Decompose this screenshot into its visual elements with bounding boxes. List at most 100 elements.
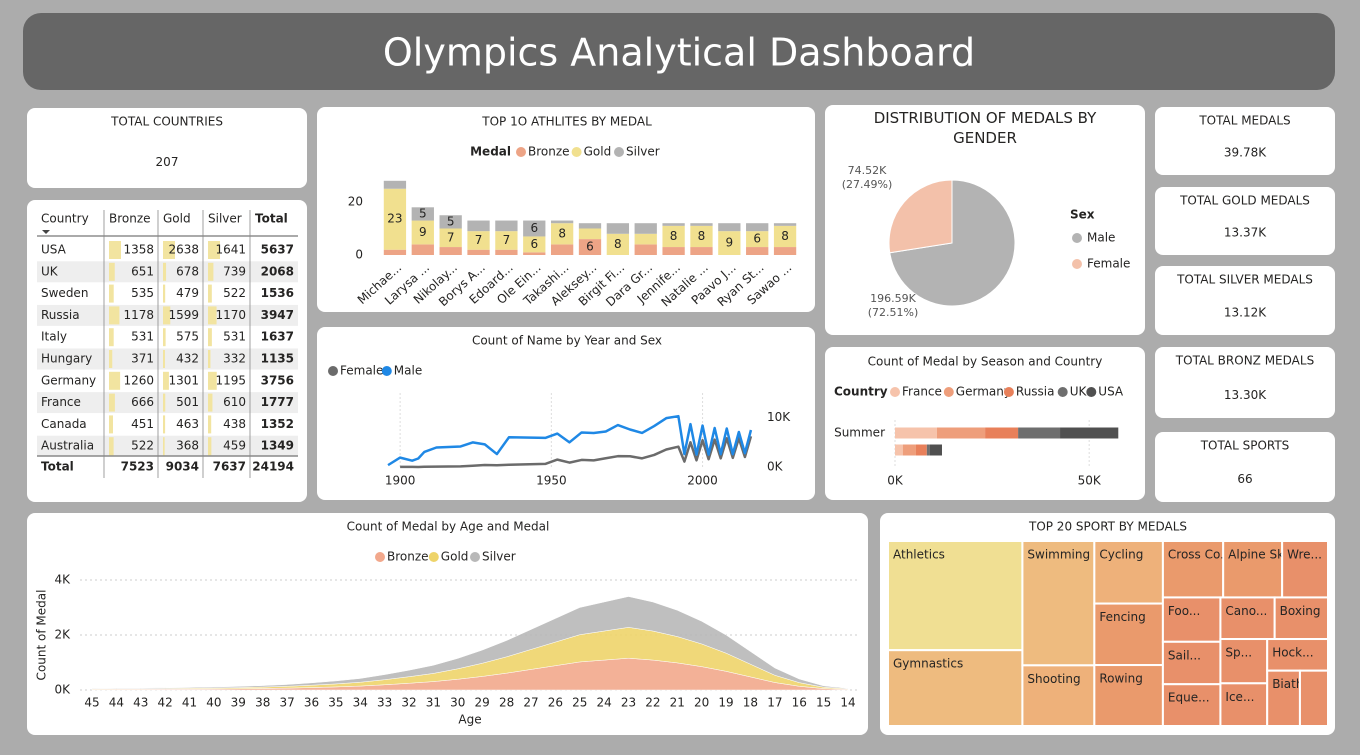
tile [1161,683,1222,727]
legend-marker [1072,259,1082,269]
data-label-box: 196.59K (72.51%) [868,292,919,319]
bar-segment [718,223,741,232]
x-tick-label: 17 [767,696,782,710]
x-tick-label: 35 [328,696,343,710]
table-cell: 1777 [261,395,294,409]
data-bar [163,350,165,368]
x-tick-label: 0K [887,474,904,488]
legend-label: Gold [441,550,469,564]
data-bar [163,393,166,412]
data-bar [109,241,121,259]
data-bar [208,328,212,347]
bar-segment [467,231,490,250]
data-bar [163,437,165,456]
card [27,108,307,188]
data-label: 7 [503,233,511,247]
data-bar [208,415,212,434]
table-header: Total [255,212,288,226]
table-cell: UK [41,264,59,278]
x-tick-label: 25 [572,696,587,710]
tile-label: Foo... [1168,604,1200,618]
bar-segment [662,225,685,248]
sort-arrow [42,230,50,234]
data-label: 7 [475,233,483,247]
card-label: TOTAL BRONZ MEDALS [1175,354,1314,368]
bar-segment [523,252,546,255]
x-tick-label: 22 [645,696,660,710]
table-cell: 1641 [215,243,246,257]
x-tick-label: 38 [255,696,270,710]
data-bar [208,393,213,412]
legend-label: UK [1070,385,1088,399]
legend-label: Silver [626,145,660,159]
panel [317,107,815,312]
tile-label: Swimming [1027,548,1090,562]
panel [825,347,1145,500]
table-cell: USA [41,243,67,257]
chart-title: TOP 1O ATHLITES BY MEDAL [481,115,652,129]
pie-slice [888,179,953,254]
table-header: Country [41,212,89,226]
card-label: TOTAL SPORTS [1200,439,1290,453]
bar-segment [985,427,1019,439]
table-cell: 5637 [261,243,294,257]
tile [1266,638,1329,672]
bar-segment [550,244,574,255]
x-tick-label: 31 [426,696,441,710]
legend-marker [381,366,392,376]
table-cell: 1170 [215,308,246,322]
legend-marker [328,366,338,376]
bar-segment [662,247,685,255]
tile-label: Sail... [1168,648,1201,662]
legend-label: France [902,385,942,399]
data-label: 8 [614,237,622,251]
x-tick-label: 1950 [536,474,567,488]
data-label: 6 [530,221,538,235]
bar-segment [578,228,602,240]
data-label: 74.52K (27.49%) [841,164,893,191]
table-cell: 1599 [168,308,199,322]
data-label: 6 [753,232,761,246]
legend-marker [890,387,900,397]
table-cell: Australia [41,439,94,453]
tile-label: Eque... [1168,691,1210,705]
data-label: 7 [447,230,455,244]
bar-segment [523,220,546,237]
y-tick-label: 4K [54,573,71,587]
x-tick-label: 37 [279,696,294,710]
table-cell: 522 [131,439,154,453]
card [1155,187,1335,255]
table-cell: Russia [41,308,80,322]
bar-segment [746,223,769,232]
bar-segment [662,223,685,226]
table-cell: 451 [131,417,154,431]
bar-segment [495,231,518,250]
data-label: 8 [670,229,678,243]
bar-segment [690,247,713,255]
tile-label: Cross Co... [1168,548,1232,562]
bar-segment [411,207,434,221]
bar-segment [690,225,713,248]
x-tick-label: 39 [231,696,246,710]
chart-title: TOP 20 SPORT BY MEDALS [1028,520,1187,534]
bar-segment [718,231,741,255]
panel [317,327,815,500]
data-bar [109,350,113,368]
tile [887,540,1024,652]
table-cell: 610 [223,395,246,409]
bar-segment [439,215,462,229]
data-bar [109,393,115,412]
y-axis-title: Count of Medal [35,590,49,681]
legend-label: USA [1098,385,1124,399]
bar-segment [383,249,407,255]
data-label: 8 [698,229,706,243]
bar-segment [634,233,657,245]
tile [1021,540,1096,667]
bar-segment [383,188,407,250]
data-bar [208,306,217,325]
table-cell: 2068 [261,264,294,278]
legend-marker [375,552,385,562]
card-label: TOTAL GOLD MEDALS [1179,194,1310,208]
x-tick-label: 19 [718,696,733,710]
legend-marker [1072,233,1082,243]
